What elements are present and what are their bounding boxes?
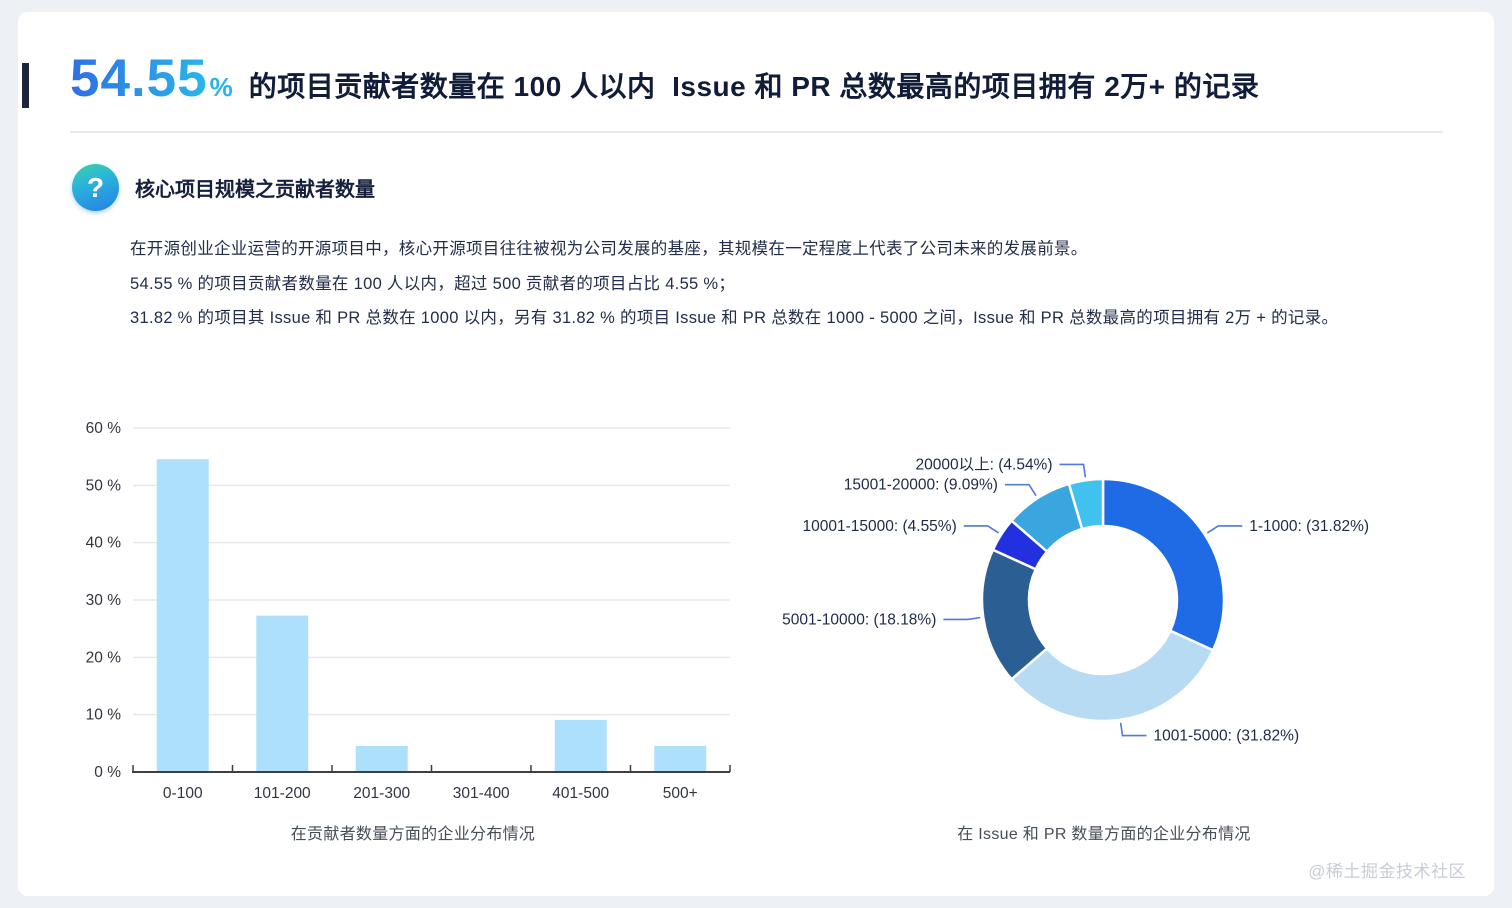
headline-highlight-value: 54.55 [70, 49, 208, 108]
svg-text:40 %: 40 % [86, 535, 122, 552]
svg-text:60 %: 60 % [86, 420, 122, 437]
svg-text:20 %: 20 % [86, 649, 122, 666]
section-body: 在开源创业企业运营的开源项目中，核心开源项目往往被视为公司发展的基座，其规模在一… [130, 232, 1460, 336]
donut-chart-caption: 在 Issue 和 PR 数量方面的企业分布情况 [957, 826, 1251, 843]
header-divider [70, 131, 1443, 133]
paragraph-1: 在开源创业企业运营的开源项目中，核心开源项目往往被视为公司发展的基座，其规模在一… [130, 240, 1088, 258]
bar-category-label: 500+ [663, 785, 698, 802]
svg-text:0 %: 0 % [94, 764, 121, 781]
bar-chart-svg: 0 % 10 % 20 % 30 % 40 % 50 % 60 % 0-100 101-200 2… [86, 420, 731, 802]
svg-text:50 %: 50 % [86, 477, 122, 494]
headline-percent-sign: % [209, 72, 233, 102]
donut-label-20000以上: 20000以上: (4.54%) [916, 455, 1053, 473]
donut-slice-1001-5000 [1009, 629, 1215, 723]
donut-label-1-1000: 1-1000: (31.82%) [1249, 518, 1369, 535]
title-accent-bar [22, 63, 29, 108]
donut-label-1001-5000: 1001-5000: (31.82%) [1153, 728, 1299, 745]
section-header: ? 核心项目规模之贡献者数量 [72, 164, 375, 211]
donut-label-10001-15000: 10001-15000: (4.55%) [803, 518, 957, 535]
donut-label-5001-10000: 5001-10000: (18.18%) [782, 611, 936, 628]
donut-chart-svg: 1-1000: (31.82%) 1001-5000: (31.82%) 5001-… [782, 455, 1369, 745]
paragraph-3: 31.82 % 的项目其 Issue 和 PR 总数在 1000 以内，另有 3… [130, 309, 1339, 327]
bar-category-label: 401-500 [552, 785, 609, 802]
bar-category-label: 301-400 [453, 785, 510, 802]
bar-chart-caption: 在贡献者数量方面的企业分布情况 [290, 826, 536, 843]
donut-label-15001-20000: 15001-20000: (9.09%) [844, 477, 998, 494]
donut-slice-1-1000 [1101, 477, 1226, 652]
section-title: 核心项目规模之贡献者数量 [135, 179, 375, 201]
donut-slice-20000以上 [1067, 477, 1105, 531]
report-card: 54.55 % 的项目贡献者数量在 100 人以内 Issue 和 PR 总数最… [18, 12, 1494, 896]
page-title: 54.55 % 的项目贡献者数量在 100 人以内 Issue 和 PR 总数最… [70, 48, 1460, 109]
headline-text: 的项目贡献者数量在 100 人以内 Issue 和 PR 总数最高的项目拥有 2… [248, 71, 1260, 102]
question-icon-glyph: ? [86, 171, 105, 203]
contributors-bar-chart: 0 % 10 % 20 % 30 % 40 % 50 % 60 % 0-100 101-200 2… [68, 418, 758, 810]
bar-category-label: 101-200 [254, 785, 311, 802]
paragraph-2: 54.55 % 的项目贡献者数量在 100 人以内，超过 500 贡献者的项目占… [130, 274, 736, 293]
issue-pr-donut-chart: 1-1000: (31.82%) 1001-5000: (31.82%) 5001-… [780, 440, 1428, 780]
svg-text:10 %: 10 % [86, 707, 122, 724]
question-icon: ? [72, 164, 119, 211]
watermark: @稀土掘金技术社区 [1308, 862, 1466, 881]
bar-category-label: 201-300 [353, 785, 410, 802]
svg-text:30 %: 30 % [86, 592, 122, 609]
bar-category-label: 0-100 [163, 785, 203, 802]
